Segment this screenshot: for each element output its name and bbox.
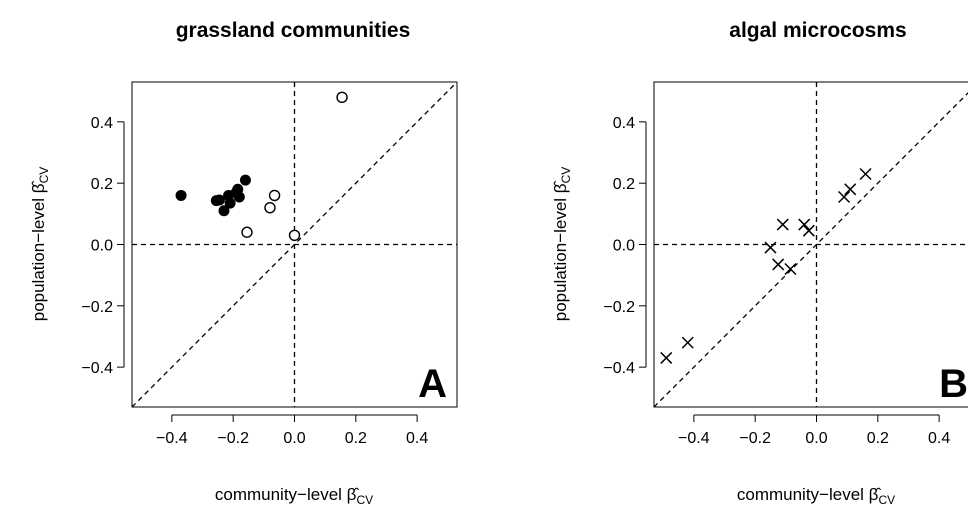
plot-area <box>131 81 458 408</box>
data-point-cross <box>764 241 777 254</box>
y-tick-label: 0.2 <box>91 176 113 193</box>
y-axis-label-subscript: CV <box>559 167 573 184</box>
data-point-cross <box>798 218 811 231</box>
x-tick-label: −0.2 <box>217 430 249 447</box>
y-tick-label: −0.2 <box>81 299 113 316</box>
data-point-cross <box>784 262 797 276</box>
data-point-cross <box>802 224 815 237</box>
data-points <box>660 167 872 364</box>
y-axis: −0.4 −0.2 0.0 0.2 0.4 <box>603 115 647 377</box>
x-axis-label-main: community−level β̂ <box>215 485 360 504</box>
y-tick-label: 0.0 <box>613 238 635 255</box>
y-tick-label: 0.0 <box>91 238 113 255</box>
plot-frame <box>131 81 458 408</box>
panel-algal: algal microcosms −0.4 −0.2 0.0 0.2 0.4 −0.4−… <box>551 19 968 507</box>
panel-grassland: grassland communities −0.4 −0.2 0.0 0.2 0.4 … <box>29 19 458 507</box>
y-tick-label: −0.4 <box>81 360 113 377</box>
y-axis-label: population−level β̂CV <box>551 167 573 322</box>
y-axis-label: population−level β̂CV <box>29 167 51 322</box>
data-points <box>175 91 348 242</box>
panel-label: A <box>418 362 447 406</box>
x-axis-label: community−level β̂CV <box>215 485 373 507</box>
x-axis-label-main: community−level β̂ <box>737 485 882 504</box>
data-point-cross <box>844 183 857 196</box>
y-tick-label: 0.2 <box>613 176 635 193</box>
data-point-filled <box>175 189 187 201</box>
plot-frame <box>653 81 968 408</box>
x-tick-label: 0.4 <box>406 430 428 447</box>
panel-label: B <box>939 362 968 406</box>
data-point-cross <box>776 218 789 231</box>
data-point-cross <box>838 190 851 204</box>
x-axis-label-subscript: CV <box>878 493 895 507</box>
x-tick-label: 0.4 <box>928 430 950 447</box>
data-point-cross <box>660 351 673 364</box>
x-tick-label: 0.2 <box>867 430 889 447</box>
data-point-open <box>268 189 281 202</box>
data-point-filled <box>239 174 251 186</box>
y-axis: −0.4 −0.2 0.0 0.2 0.4 <box>81 115 125 377</box>
data-point-open <box>241 226 253 238</box>
data-point-filled <box>233 191 245 203</box>
data-point-filled <box>218 205 230 217</box>
y-tick-label: −0.2 <box>603 299 635 316</box>
x-axis: −0.4 −0.2 0.0 0.2 0.4 <box>156 414 428 447</box>
y-tick-label: 0.4 <box>613 115 635 132</box>
y-axis-label-main: population−level β̂ <box>551 180 570 321</box>
reference-line-identity <box>131 81 458 408</box>
x-tick-label: −0.4 <box>678 430 710 447</box>
chart-title: grassland communities <box>176 19 411 42</box>
plot-area <box>653 81 968 408</box>
data-point-open <box>264 202 276 214</box>
data-point-open <box>336 91 348 104</box>
data-point-open <box>288 229 301 242</box>
y-axis-label-main: population−level β̂ <box>29 180 48 321</box>
x-tick-label: 0.2 <box>345 430 367 447</box>
reference-lines <box>653 82 968 408</box>
data-point-cross <box>681 336 694 349</box>
data-point-cross <box>859 167 872 181</box>
y-axis-label-subscript: CV <box>37 167 51 184</box>
x-axis-label: community−level β̂CV <box>737 485 895 507</box>
data-point-filled <box>213 194 225 206</box>
x-axis: −0.4 −0.2 0.0 0.2 0.4 <box>678 414 950 447</box>
x-tick-label: −0.2 <box>739 430 771 447</box>
y-tick-label: −0.4 <box>603 360 635 377</box>
y-tick-label: 0.4 <box>91 115 113 132</box>
data-point-filled <box>224 197 236 209</box>
reference-lines <box>131 81 458 408</box>
x-tick-label: 0.0 <box>283 430 305 447</box>
x-tick-label: −0.4 <box>156 430 188 447</box>
x-axis-label-subscript: CV <box>356 493 373 507</box>
data-point-cross <box>772 258 785 271</box>
reference-line-identity <box>653 92 968 408</box>
chart-title: algal microcosms <box>729 19 906 42</box>
x-tick-label: 0.0 <box>805 430 827 447</box>
